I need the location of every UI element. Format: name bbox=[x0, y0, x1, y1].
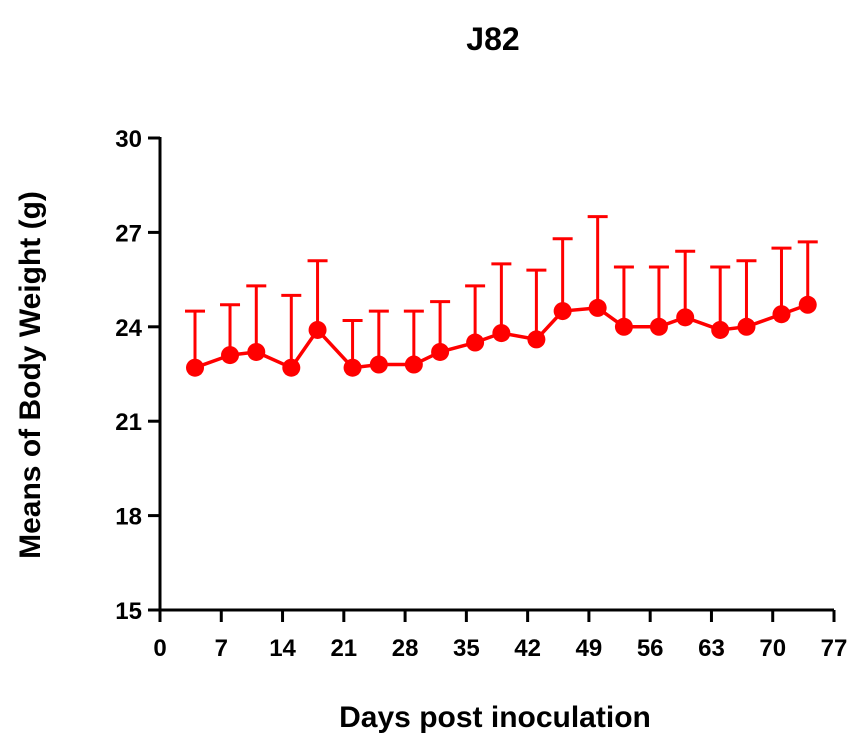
x-tick-label: 14 bbox=[269, 635, 296, 662]
x-tick-label: 49 bbox=[576, 635, 603, 662]
data-point bbox=[247, 342, 266, 361]
data-point bbox=[404, 355, 423, 374]
data-point bbox=[466, 333, 485, 352]
data-point bbox=[527, 330, 546, 349]
data-point bbox=[369, 355, 388, 374]
x-tick-label: 0 bbox=[153, 635, 166, 662]
data-series bbox=[186, 295, 817, 377]
x-tick-label: 42 bbox=[514, 635, 541, 662]
x-tick-label: 21 bbox=[330, 635, 357, 662]
x-tick-label: 56 bbox=[637, 635, 664, 662]
data-point bbox=[711, 320, 730, 339]
data-point bbox=[431, 342, 450, 361]
y-axis-title: Means of Body Weight (g) bbox=[14, 191, 47, 559]
data-point bbox=[553, 302, 572, 321]
data-point bbox=[282, 358, 301, 377]
y-tick-label: 24 bbox=[115, 315, 142, 342]
data-point bbox=[343, 358, 362, 377]
x-tick-label: 70 bbox=[759, 635, 786, 662]
data-point bbox=[798, 295, 817, 314]
data-point bbox=[308, 320, 327, 339]
y-tick-label: 15 bbox=[115, 598, 142, 625]
x-tick-label: 7 bbox=[215, 635, 228, 662]
axes: 15 18 21 24 27 30 0 7 14 21 28 35 42 49 56 63 70 77 bbox=[115, 126, 847, 662]
y-tick-label: 18 bbox=[115, 504, 142, 531]
x-tick-label: 77 bbox=[821, 635, 848, 662]
chart-title: J82 bbox=[466, 21, 519, 57]
data-point bbox=[676, 308, 695, 327]
x-tick-label: 63 bbox=[698, 635, 725, 662]
data-point bbox=[186, 358, 205, 377]
x-tick-label: 35 bbox=[453, 635, 480, 662]
data-point bbox=[221, 346, 240, 365]
x-tick-label: 28 bbox=[392, 635, 419, 662]
data-point bbox=[649, 317, 668, 336]
y-tick-label: 27 bbox=[115, 220, 142, 247]
data-point bbox=[588, 298, 607, 317]
data-point bbox=[614, 317, 633, 336]
x-axis-title: Days post inoculation bbox=[339, 701, 651, 734]
y-tick-label: 21 bbox=[115, 409, 142, 436]
data-point bbox=[492, 324, 511, 343]
error-bars bbox=[185, 215, 818, 368]
data-point bbox=[737, 317, 756, 336]
y-tick-label: 30 bbox=[115, 126, 142, 153]
data-point bbox=[772, 305, 791, 324]
